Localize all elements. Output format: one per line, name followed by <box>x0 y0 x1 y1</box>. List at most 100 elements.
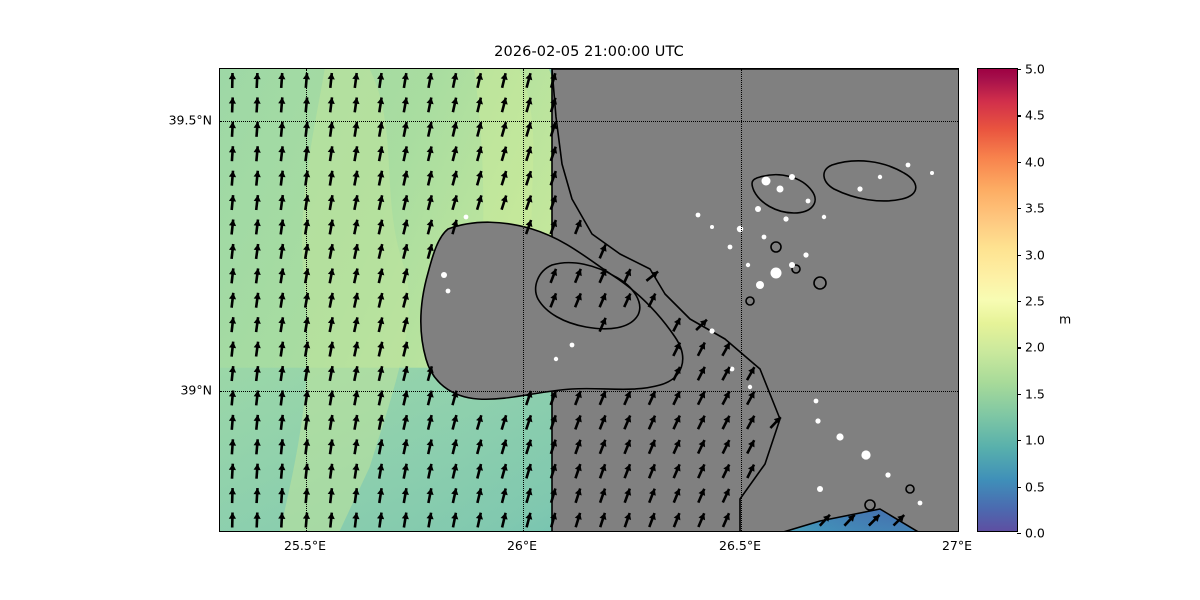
direction-arrow <box>377 243 385 259</box>
direction-arrow <box>892 514 906 527</box>
xtick-label-26: 26°E <box>506 538 538 553</box>
direction-arrow <box>278 72 286 88</box>
direction-arrow <box>426 414 434 431</box>
direction-arrow <box>352 243 360 260</box>
direction-arrow <box>352 170 360 186</box>
direction-arrow <box>574 488 582 504</box>
direction-arrow <box>228 146 237 162</box>
direction-arrow <box>327 194 335 211</box>
direction-arrow <box>401 170 409 186</box>
direction-arrow <box>352 219 360 235</box>
direction-arrow <box>867 513 881 527</box>
direction-arrow <box>303 341 311 357</box>
direction-arrow <box>696 390 706 406</box>
direction-arrow <box>721 439 731 455</box>
direction-arrow <box>525 463 533 479</box>
direction-arrow <box>721 366 731 381</box>
direction-arrow <box>303 121 311 137</box>
direction-arrow <box>573 292 583 308</box>
direction-arrow <box>647 488 656 504</box>
direction-arrow <box>672 390 682 406</box>
direction-arrow <box>401 439 409 455</box>
direction-arrow <box>303 463 311 479</box>
colorbar-tick-0-0 <box>1017 533 1021 535</box>
direction-arrow <box>303 317 311 333</box>
direction-arrow <box>377 219 385 235</box>
direction-arrow <box>598 439 607 455</box>
direction-arrow <box>278 341 286 357</box>
direction-arrow <box>500 72 508 89</box>
direction-arrow <box>377 488 385 504</box>
direction-arrow <box>549 121 558 137</box>
direction-arrows-layer <box>228 72 906 528</box>
direction-arrow <box>352 414 360 430</box>
direction-arrow <box>352 292 360 308</box>
direction-arrow <box>475 146 483 162</box>
direction-arrow <box>327 170 335 186</box>
direction-arrow <box>278 170 286 186</box>
direction-arrow <box>451 219 459 235</box>
direction-arrow <box>402 219 409 235</box>
direction-arrow <box>402 268 409 284</box>
direction-arrow <box>303 414 311 430</box>
direction-arrow <box>721 512 731 528</box>
colorbar-label-1-5: 1.5 <box>1025 386 1045 402</box>
direction-arrow <box>377 512 385 528</box>
direction-arrow <box>402 341 409 357</box>
direction-arrow <box>377 72 385 89</box>
direction-arrow <box>352 488 360 504</box>
xtick-label-26-5: 26.5°E <box>719 538 761 553</box>
direction-arrow <box>278 439 286 455</box>
direction-arrow <box>253 341 261 357</box>
direction-arrow <box>524 195 533 211</box>
direction-arrow <box>303 365 311 382</box>
direction-arrow <box>229 317 237 333</box>
direction-arrow <box>377 292 385 308</box>
direction-arrow <box>327 390 335 406</box>
direction-arrow <box>327 146 335 162</box>
direction-arrow <box>228 121 236 137</box>
direction-arrow <box>549 488 557 504</box>
colorbar[interactable]: m 0.0 0.5 1.0 1.5 2.0 2.5 3.0 3.5 4.0 4.5 5.0 <box>977 62 1071 541</box>
landmask-layer <box>420 69 958 531</box>
direction-arrow <box>500 146 508 162</box>
direction-arrow <box>598 488 607 504</box>
direction-arrow <box>697 488 706 504</box>
direction-arrow <box>598 414 607 430</box>
direction-arrow <box>327 268 335 284</box>
direction-arrow <box>253 194 261 211</box>
direction-arrow <box>426 194 434 211</box>
direction-arrow <box>377 365 385 382</box>
direction-arrow <box>426 488 434 504</box>
direction-arrow <box>672 463 681 479</box>
direction-arrow <box>623 439 632 455</box>
direction-arrow <box>697 512 706 528</box>
direction-arrow <box>573 268 583 284</box>
direction-arrow <box>525 146 533 162</box>
direction-arrow <box>524 390 533 406</box>
direction-arrow <box>451 439 459 455</box>
direction-arrow <box>672 488 681 504</box>
direction-arrow <box>377 463 385 479</box>
direction-arrow <box>647 293 657 308</box>
colorbar-tick-1-0 <box>1017 440 1021 442</box>
direction-arrow <box>475 414 483 430</box>
direction-arrow <box>647 390 657 406</box>
direction-arrow <box>549 146 558 162</box>
colorbar-tick-3-5 <box>1017 208 1021 210</box>
direction-arrow <box>253 512 261 528</box>
direction-arrow <box>228 463 236 479</box>
direction-arrow <box>721 390 731 406</box>
direction-arrow <box>253 97 261 113</box>
direction-arrow <box>451 72 459 89</box>
direction-arrow <box>426 365 434 382</box>
direction-arrow <box>377 268 385 284</box>
direction-arrow <box>303 195 311 211</box>
colorbar-label-0-5: 0.5 <box>1025 479 1045 495</box>
colorbar-label-3-5: 3.5 <box>1025 200 1045 216</box>
direction-arrow <box>549 512 557 528</box>
map-axes[interactable] <box>219 68 959 532</box>
direction-arrow <box>573 219 582 235</box>
direction-arrow <box>229 365 237 382</box>
